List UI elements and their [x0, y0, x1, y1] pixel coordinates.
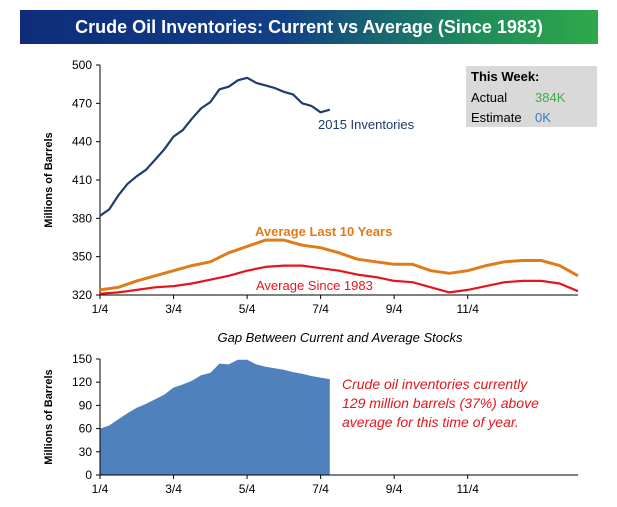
- estimate-label: Estimate: [471, 110, 522, 125]
- note-line-2: 129 million barrels (37%) above: [342, 395, 539, 411]
- this-week-box: This Week: Actual 384K Estimate 0K: [466, 66, 597, 127]
- y-axis-label: Millions of Barrels: [43, 369, 55, 464]
- series-line-average-since-1983: [99, 264, 579, 295]
- y-tick-label: 30: [79, 445, 93, 459]
- actual-value: 384K: [535, 90, 566, 105]
- y-tick-label: 150: [72, 352, 92, 366]
- bottom-area-chart: 150 120 90 60 30 01/4 3/4 5/4 7/4 9/4 11/4 Millions…: [43, 352, 578, 496]
- x-tick-label: 7/4: [312, 302, 329, 316]
- y-tick-label: 350: [72, 250, 92, 264]
- x-tick-label: 1/4: [92, 482, 109, 496]
- y-tick-label: 120: [72, 375, 92, 389]
- y-tick-label: 410: [72, 173, 92, 187]
- this-week-title: This Week:: [471, 69, 539, 84]
- y-tick-label: 500: [72, 58, 92, 72]
- x-tick-label: 9/4: [386, 302, 403, 316]
- label-average-10-years: Average Last 10 Years: [255, 224, 392, 239]
- y-tick-label: 90: [79, 398, 93, 412]
- y-tick-label: 320: [72, 288, 92, 302]
- x-tick-label: 7/4: [312, 482, 329, 496]
- gap-chart-title: Gap Between Current and Average Stocks: [218, 330, 463, 345]
- this-week-box-bg: [466, 66, 597, 127]
- label-average-since-1983: Average Since 1983: [256, 278, 373, 293]
- x-tick-label: 1/4: [92, 302, 109, 316]
- y-tick-label: 0: [85, 468, 92, 482]
- chart-banner-title: Crude Oil Inventories: Current vs Averag…: [20, 10, 598, 44]
- x-tick-label: 11/4: [456, 302, 479, 316]
- note-line-3: average for this time of year.: [342, 414, 519, 430]
- gap-area: [100, 359, 330, 475]
- y-tick-label: 380: [72, 211, 92, 225]
- y-tick-label: 440: [72, 135, 92, 149]
- series-line-2015-inventories: [99, 76, 331, 217]
- estimate-value: 0K: [535, 110, 551, 125]
- y-tick-label: 470: [72, 96, 92, 110]
- actual-label: Actual: [471, 90, 507, 105]
- x-tick-label: 5/4: [239, 482, 256, 496]
- y-axis-label: Millions of Barrels: [43, 132, 55, 227]
- x-tick-label: 9/4: [386, 482, 403, 496]
- note-line-1: Crude oil inventories currently: [342, 376, 528, 392]
- y-tick-label: 60: [79, 422, 93, 436]
- x-tick-label: 11/4: [456, 482, 479, 496]
- series-line-average-10-years: [99, 238, 579, 292]
- x-tick-label: 3/4: [165, 482, 182, 496]
- label-2015-inventories: 2015 Inventories: [318, 117, 415, 132]
- x-tick-label: 5/4: [239, 302, 256, 316]
- x-tick-label: 3/4: [165, 302, 182, 316]
